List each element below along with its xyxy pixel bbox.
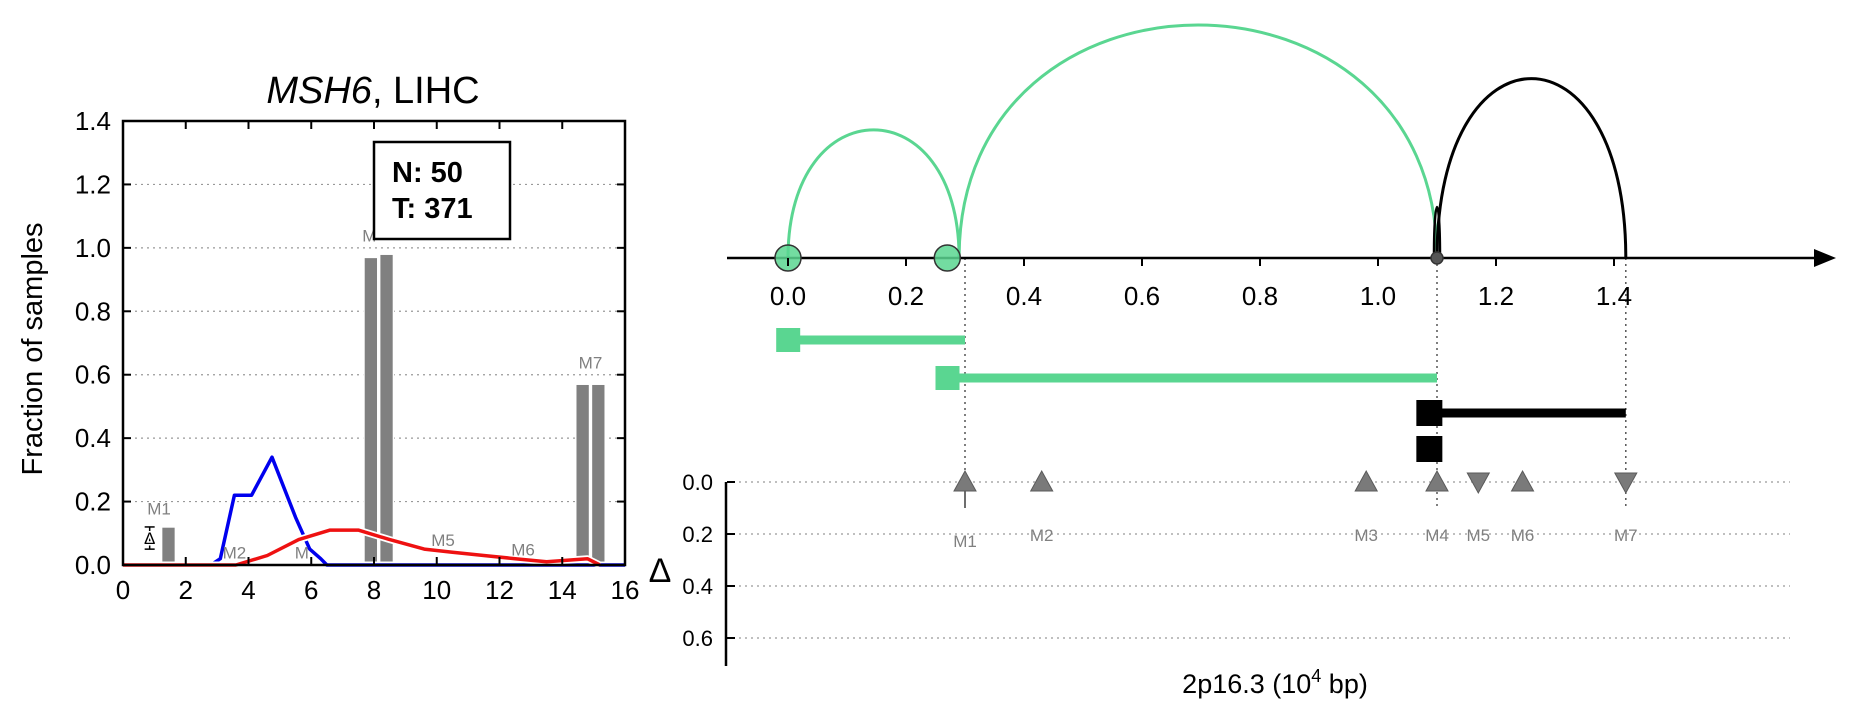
mutation-label: M7 <box>579 353 603 372</box>
left-chart-ylabel: Fraction of samples <box>17 222 49 475</box>
left-ytick-label: 0.6 <box>75 360 111 390</box>
left-bars <box>160 253 606 566</box>
right-chart: 0.0 0.2 0.4 0.6 0.8 1.0 1.2 1.4 0.00.20.40.6 Δ … <box>649 23 1836 699</box>
junction-arc <box>957 23 1439 259</box>
mutation-label: M1 <box>147 499 171 518</box>
series-line <box>123 455 625 567</box>
junction-self-loop <box>1432 205 1442 259</box>
mutation-triangle <box>1510 469 1535 492</box>
delta-marker-symbol: Δ <box>144 529 155 548</box>
exon-circles <box>774 244 1444 272</box>
mutation-triangle <box>1466 472 1491 495</box>
left-ytick-label: 1.0 <box>75 233 111 263</box>
mutation-triangle <box>1425 469 1449 492</box>
isoform-start-block <box>935 366 960 390</box>
junction-arc <box>1435 77 1628 259</box>
delta-panel-grid <box>727 481 1790 639</box>
tumor-count: T: 371 <box>392 193 473 225</box>
bar <box>574 383 591 566</box>
mutation-triangle <box>953 469 977 492</box>
junction-arc <box>786 128 961 259</box>
left-xtick-label: 14 <box>548 575 577 605</box>
left-ytick-label: 0.2 <box>75 487 111 517</box>
mutation-label: M3 <box>1354 526 1378 545</box>
delta-panel-ylabel: Δ <box>649 552 672 590</box>
left-lines <box>123 453 625 569</box>
left-xtick-label: 10 <box>422 575 451 605</box>
left-chart-title: MSH6, LIHC <box>266 70 479 112</box>
series-line <box>123 528 601 567</box>
left-xtick-label: 16 <box>611 575 640 605</box>
delta-ytick-label: 0.6 <box>682 626 713 651</box>
genome-axis-ticks: 0.0 0.2 0.4 0.6 0.8 1.0 1.2 1.4 <box>770 258 1632 311</box>
genome-xtick-label: 1.2 <box>1478 281 1514 311</box>
delta-ytick-label: 0.2 <box>682 522 713 547</box>
left-xtick-label: 4 <box>241 575 255 605</box>
left-ytick-label: 0.4 <box>75 423 111 453</box>
left-xtick-label: 12 <box>485 575 514 605</box>
delta-ytick-label: 0.4 <box>682 574 713 599</box>
genome-xtick-label: 0.2 <box>888 281 924 311</box>
junction-arcs <box>786 23 1628 259</box>
bar <box>378 253 395 566</box>
mutation-label: M5 <box>1466 526 1490 545</box>
bar <box>160 526 177 566</box>
delta-ytick-label: 0.0 <box>682 470 713 495</box>
exon-boundary-lines <box>964 258 1627 510</box>
left-ytick-label: 1.2 <box>75 169 111 199</box>
bar <box>590 383 606 566</box>
left-xtick-label: 8 <box>367 575 381 605</box>
isoform-start-block <box>776 328 801 352</box>
mutation-label: M2 <box>223 544 247 563</box>
mutation-label: M6 <box>1511 526 1535 545</box>
genome-xtick-label: 0.8 <box>1242 281 1278 311</box>
genome-xtick-label: 0.0 <box>770 281 806 311</box>
genome-xtick-label: 1.4 <box>1596 281 1632 311</box>
left-xtick-label: 6 <box>304 575 318 605</box>
right-chart-xlabel: 2p16.3 (104 bp) <box>1182 666 1368 699</box>
mutation-label: M2 <box>1030 526 1054 545</box>
mutation-triangle <box>1613 472 1638 495</box>
counts-box: N: 50 T: 371 <box>372 140 512 241</box>
left-ytick-label: 0.8 <box>75 296 111 326</box>
left-xtick-label: 0 <box>116 575 130 605</box>
genome-xtick-label: 1.0 <box>1360 281 1396 311</box>
mutation-label: M <box>295 544 309 563</box>
exon-circle <box>1430 251 1444 265</box>
left-ytick-label: 1.4 <box>75 106 111 136</box>
isoform-start-block <box>1416 436 1443 462</box>
genome-xtick-label: 0.6 <box>1124 281 1160 311</box>
genome-xtick-label: 0.4 <box>1006 281 1042 311</box>
delta-panel-ticks: 0.0 0.2 0.4 0.6 <box>682 470 735 651</box>
left-ytick-label: 0.0 <box>75 550 111 580</box>
exon-circle <box>933 244 962 272</box>
delta-marker: Δ <box>142 526 157 550</box>
mutation-label: M6 <box>511 540 535 559</box>
left-xtick-label: 2 <box>179 575 193 605</box>
mutation-label: M4 <box>1425 526 1449 545</box>
delta-mutations: M1 M2 M3 M4 M5 M6 M7 <box>953 469 1638 551</box>
isoform-tracks <box>776 328 1626 462</box>
genome-axis-arrow <box>1814 249 1836 267</box>
mutation-label: M7 <box>1614 526 1638 545</box>
mutation-label: M1 <box>953 532 977 551</box>
mutation-triangle <box>1354 469 1379 492</box>
normal-count: N: 50 <box>392 157 463 189</box>
counts-box-frame <box>372 140 512 241</box>
mutation-triangle <box>1029 469 1054 492</box>
bar <box>363 256 379 566</box>
isoform-start-block <box>1416 400 1443 426</box>
mutation-label: M5 <box>431 531 455 550</box>
left-ticks: 0.0 0.2 0.4 0.6 0.8 1.0 1.2 1.4 0 2 4 6 8 10 12 14 16 <box>75 106 640 605</box>
